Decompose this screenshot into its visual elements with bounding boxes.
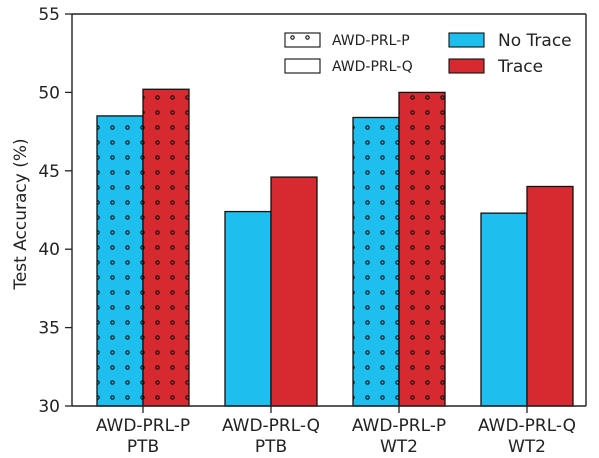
y-tick-label-45: 45 [38,162,60,182]
y-tick-label-35: 35 [38,319,60,339]
x-tick-label-line1-0: AWD-PRL-P [96,416,190,436]
bar-awd-prl-p-wt2-no-trace-hatch [353,117,399,406]
x-tick-label-line2-2: WT2 [380,437,418,457]
x-tick-label-line2-1: PTB [255,437,287,457]
x-tick-label-line1-1: AWD-PRL-Q [222,416,320,436]
y-tick-label-50: 50 [38,83,60,103]
x-tick-label-line2-3: WT2 [508,437,546,457]
legend-swatch-no-trace [448,32,485,48]
bar-awd-prl-q-ptb-no-trace [224,210,272,407]
x-tick-label-line1-2: AWD-PRL-P [352,416,446,436]
legend-swatch-hatch-awd-prl-p [285,33,320,47]
bar-awd-prl-q-ptb-trace [270,176,318,407]
bar-awd-prl-p-ptb-no-trace-hatch [97,115,143,407]
legend-label-awd-prl-p: AWD-PRL-P [332,33,410,49]
legend-label-trace: Trace [497,57,543,77]
y-tick-label-30: 30 [38,397,60,417]
plot-area [96,88,574,407]
legend-swatch-trace [448,58,485,74]
y-axis-title: Test Accuracy (%) [11,138,31,290]
legend-label-awd-prl-q: AWD-PRL-Q [332,59,413,75]
y-tick-label-40: 40 [38,240,60,260]
legend: AWD-PRL-P AWD-PRL-Q No Trace Trace [284,31,572,77]
bar-awd-prl-p-wt2-trace-hatch [399,92,445,407]
x-tick-label-line1-3: AWD-PRL-Q [478,416,576,436]
legend-swatch-awd-prl-q [284,58,321,74]
y-tick-label-55: 55 [38,5,60,25]
bar-awd-prl-p-ptb-trace-hatch [143,89,189,406]
x-tick-label-line2-0: PTB [127,437,159,457]
bar-awd-prl-q-wt2-trace [526,185,574,407]
legend-label-no-trace: No Trace [498,31,572,51]
bar-awd-prl-q-wt2-no-trace [480,212,528,407]
